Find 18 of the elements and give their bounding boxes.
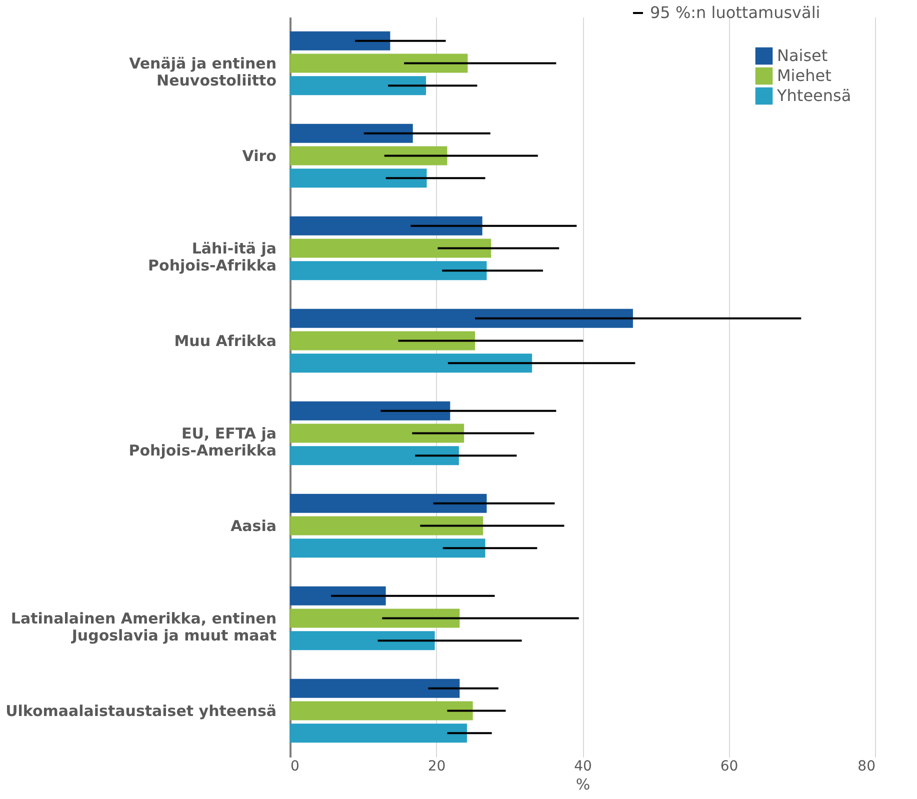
legend-label: Yhteensä <box>776 86 852 105</box>
y-tick-label: Venäjä ja entinen Neuvostoliitto <box>129 54 276 90</box>
x-axis-title: % <box>576 776 590 794</box>
y-tick-label: Viro <box>242 146 276 165</box>
y-tick-label: EU, EFTA ja Pohjois-Amerikka <box>128 424 276 460</box>
x-tick-label: 0 <box>290 758 300 774</box>
x-tick-label: 60 <box>720 758 738 774</box>
legend-label: Miehet <box>777 66 832 85</box>
y-tick-label: Muu Afrikka <box>174 332 276 350</box>
y-tick-label: Ulkomaalaistaustaiset yhteensä <box>6 702 276 720</box>
y-tick-label: Lähi-itä ja Pohjois-Afrikka <box>148 239 276 274</box>
x-tick-label: 40 <box>574 758 592 774</box>
annotation: 95 %:n luottamusväli <box>650 3 820 22</box>
legend-label: Naiset <box>777 46 828 65</box>
x-tick-label: 20 <box>428 758 446 774</box>
y-tick-label: Aasia <box>230 516 276 535</box>
x-tick-label: 80 <box>858 758 876 774</box>
y-tick-label: Latinalainen Amerikka, entinen Jugoslavia ja muut maat <box>10 609 276 644</box>
